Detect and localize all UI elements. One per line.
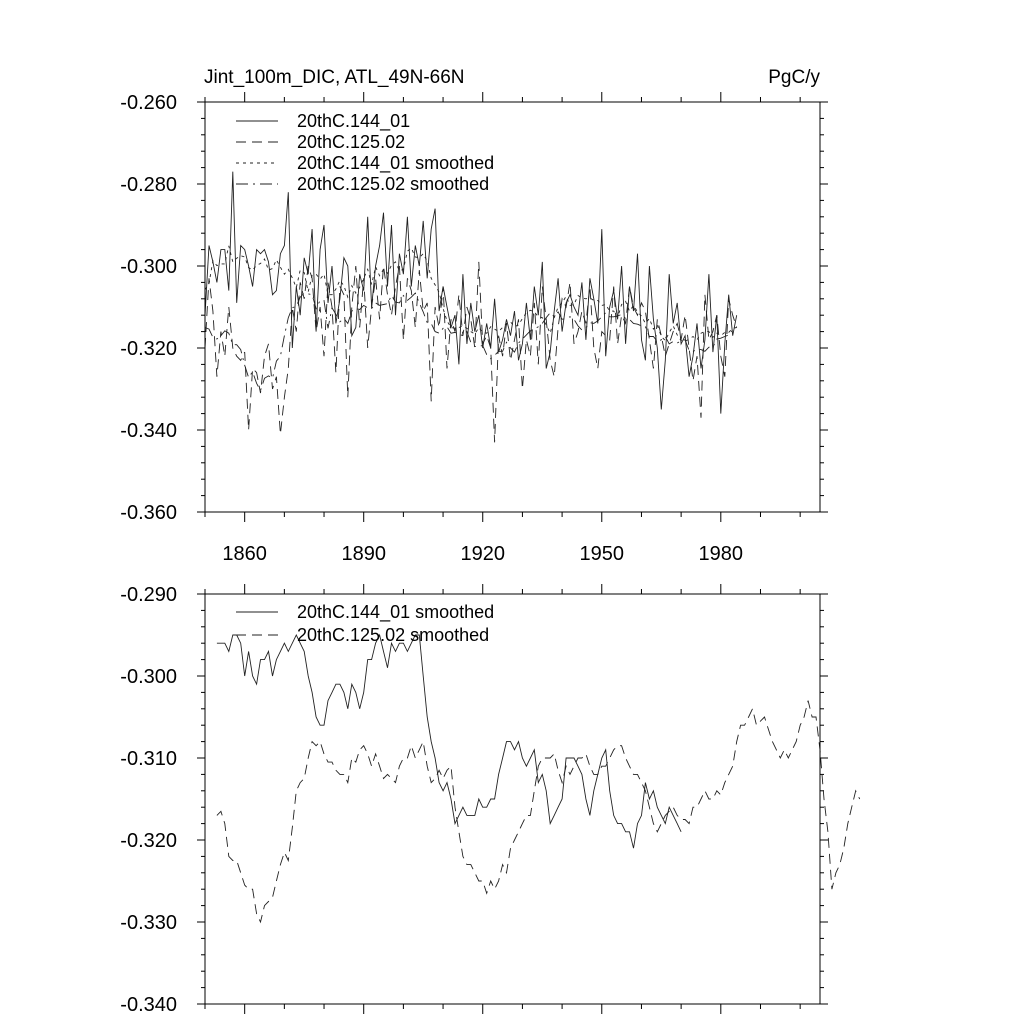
panel-title: Jint_100m_DIC, ATL_49N-66N — [204, 67, 465, 88]
y-tick-label: -0.340 — [120, 994, 177, 1016]
top-ticks: -0.260 -0.280 -0.300 -0.320 -0.340 -0.360 1860… — [120, 92, 828, 565]
legend-label-3: 20thC.144_01 smoothed — [297, 153, 494, 174]
bottom-series-group — [216, 633, 861, 924]
legend-label-2: 20thC.125.02 smoothed — [297, 625, 489, 645]
x-tick-label: 1860 — [222, 543, 267, 565]
y-tick-label: -0.310 — [120, 748, 177, 770]
y-tick-label: -0.330 — [120, 912, 177, 934]
x-tick-label: 1920 — [460, 543, 505, 565]
top-series-group — [204, 171, 738, 443]
x-tick-label: 1890 — [341, 543, 386, 565]
y-tick-label: -0.340 — [120, 420, 177, 442]
y-tick-label: -0.320 — [120, 830, 177, 852]
y-tick-label: -0.320 — [120, 338, 177, 360]
y-tick-label: -0.360 — [120, 502, 177, 524]
x-tick-label: 1950 — [580, 543, 625, 565]
series-line-2 — [216, 700, 861, 924]
series-line-3 — [204, 245, 737, 342]
top-panel: Jint_100m_DIC, ATL_49N-66N PgC/y -0.260-… — [120, 67, 828, 565]
legend-label-1: 20thC.144_01 smoothed — [297, 602, 494, 623]
x-tick-label: 1980 — [699, 543, 744, 565]
y-tick-label: -0.300 — [120, 256, 177, 278]
bottom-plot-frame — [204, 593, 821, 1005]
top-plot-frame — [204, 101, 821, 513]
bottom-ticks: -0.290 -0.300 -0.310 -0.320 -0.330 -0.340 — [120, 584, 828, 1016]
y-tick-label: -0.260 — [120, 92, 177, 114]
y-tick-label: -0.300 — [120, 666, 177, 688]
legend-label-2: 20thC.125.02 — [297, 132, 405, 152]
bottom-panel: -0.290 -0.300 -0.310 -0.320 -0.330 -0.340 20t… — [120, 584, 861, 1016]
y-tick-label: -0.280 — [120, 174, 177, 196]
series-line-1 — [204, 171, 738, 414]
legend-label-4: 20thC.125.02 smoothed — [297, 174, 489, 194]
series-line-2 — [204, 261, 738, 443]
units-label: PgC/y — [768, 67, 820, 88]
y-tick-label: -0.290 — [120, 584, 177, 606]
series-line-4 — [204, 292, 737, 392]
series-line-1 — [216, 633, 682, 849]
legend-label-1: 20thC.144_01 — [297, 111, 410, 132]
